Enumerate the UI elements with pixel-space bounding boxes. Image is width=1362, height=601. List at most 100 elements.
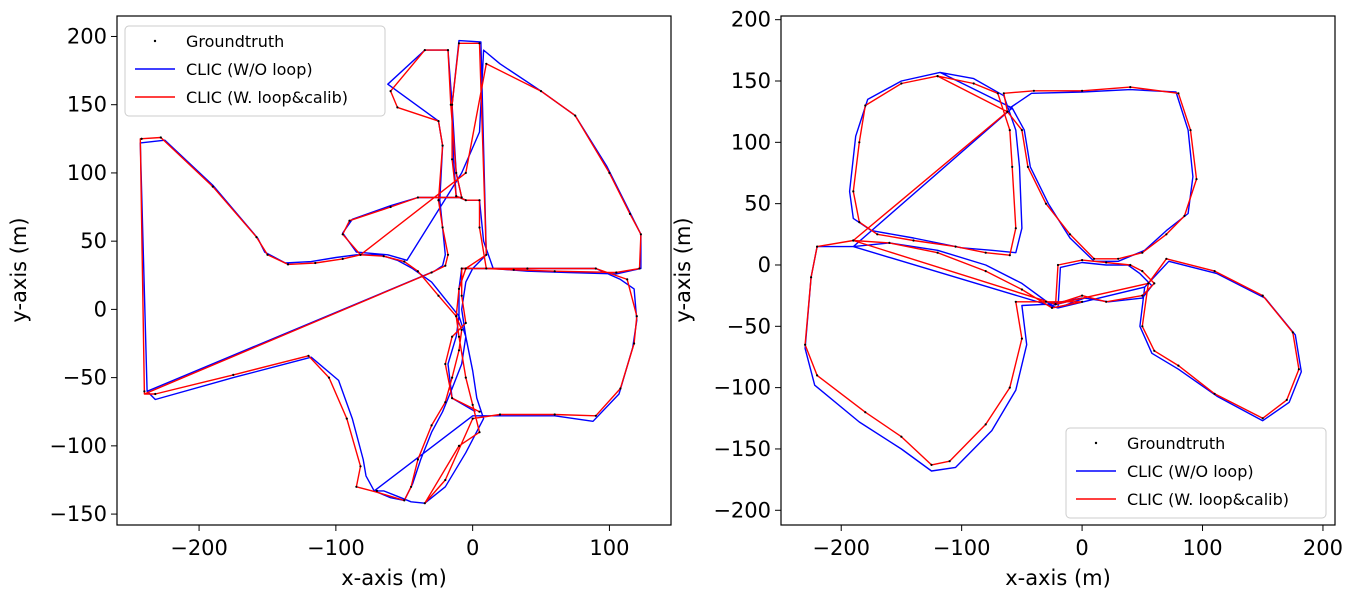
right-groundtruth-point-76: [1261, 294, 1264, 297]
right-groundtruth-point-69: [1153, 349, 1156, 352]
left-groundtruth-point-31: [140, 137, 143, 140]
left-groundtruth-point-38: [437, 120, 440, 123]
right-y-tick-label: −50: [727, 314, 771, 338]
left-groundtruth-point-83: [471, 417, 474, 420]
left-groundtruth-point-71: [478, 42, 481, 45]
left-groundtruth-point-4: [266, 253, 269, 256]
left-groundtruth-point-97: [444, 362, 447, 366]
left-y-tick-label: −150: [49, 502, 107, 526]
left-groundtruth-point-59: [638, 267, 641, 270]
right-x-tick-label: 0: [1075, 536, 1088, 560]
left-groundtruth-point-74: [457, 287, 461, 290]
left-plot-frame: [116, 15, 672, 526]
right-groundtruth-point-79: [1147, 282, 1150, 285]
right-legend-groundtruth: Groundtruth: [1127, 434, 1225, 453]
right-groundtruth-point-58: [1105, 300, 1108, 303]
left-groundtruth-point-70: [457, 42, 461, 45]
left-x-tick-label: 100: [589, 536, 629, 560]
left-y-tick-label: 200: [67, 24, 107, 48]
right-y-tick-label: 0: [758, 253, 771, 277]
right-groundtruth-point-78: [1165, 257, 1168, 260]
left-groundtruth-point-87: [619, 387, 622, 390]
right-groundtruth-point-8: [954, 245, 957, 248]
right-y-tick-label: 150: [731, 69, 771, 93]
right-groundtruth-point-47: [1014, 300, 1017, 303]
right-groundtruth-point-70: [1177, 364, 1180, 367]
right-x-axis-label: x-axis (m): [1005, 566, 1111, 590]
right-groundtruth-point-45: [1008, 386, 1011, 389]
left-groundtruth-point-73: [464, 267, 467, 270]
left-groundtruth-point-55: [574, 114, 577, 117]
right-y-axis-label: y-axis (m): [671, 217, 695, 322]
right-y-tick-label: −150: [713, 437, 771, 461]
left-y-tick-label: 100: [67, 161, 107, 185]
left-groundtruth-point-24: [359, 465, 362, 468]
right-groundtruth-point-9: [984, 251, 987, 254]
right-series-groundtruth: [804, 75, 1300, 466]
left-groundtruth-point-98: [451, 397, 454, 400]
left-groundtruth-point-61: [553, 270, 556, 273]
right-groundtruth-point-63: [1105, 261, 1108, 264]
left-groundtruth-point-53: [485, 62, 488, 65]
right-groundtruth-point-15: [972, 82, 975, 85]
right-y-tick-label: −200: [713, 498, 771, 522]
right-groundtruth-point-42: [930, 463, 933, 466]
right-groundtruth-point-3: [858, 141, 861, 144]
left-groundtruth-point-34: [446, 253, 450, 256]
right-groundtruth-point-31: [1044, 202, 1048, 205]
left-groundtruth-point-25: [345, 417, 348, 420]
left-groundtruth-point-63: [485, 267, 488, 270]
right-groundtruth-point-12: [1011, 165, 1014, 168]
left-groundtruth-point-47: [437, 199, 440, 202]
left-groundtruth-point-26: [327, 376, 331, 379]
left-legend-box: [124, 25, 386, 117]
left-groundtruth-point-20: [410, 485, 413, 488]
left-groundtruth-point-88: [633, 342, 636, 345]
left-groundtruth-point-11: [416, 270, 419, 273]
right-groundtruth-point-43: [948, 460, 951, 463]
right-x-tick-label: 200: [1303, 536, 1343, 560]
left-groundtruth-point-52: [464, 171, 467, 174]
left-groundtruth-point-58: [639, 233, 643, 236]
left-groundtruth-point-44: [455, 171, 458, 174]
right-groundtruth-point-77: [1213, 270, 1216, 273]
left-groundtruth-point-28: [232, 373, 235, 376]
left-groundtruth-point-79: [478, 431, 481, 434]
right-groundtruth-point-46: [1020, 337, 1024, 340]
right-y-tick-label: 50: [744, 192, 771, 216]
left-groundtruth-point-68: [451, 158, 454, 161]
left-x-tick-label: −200: [170, 536, 228, 560]
left-groundtruth-point-91: [594, 267, 597, 270]
right-groundtruth-point-40: [864, 411, 867, 414]
right-legend-box: [1065, 427, 1327, 519]
left-groundtruth-point-7: [341, 257, 344, 260]
left-legend-clic-loop-calib: CLIC (W. loop&calib): [186, 88, 348, 107]
left-groundtruth-point-39: [396, 106, 399, 109]
left-groundtruth-point-62: [512, 268, 515, 271]
right-groundtruth-point-6: [876, 233, 879, 236]
left-y-tick-label: −50: [63, 366, 107, 390]
left-groundtruth-point-37: [441, 144, 444, 147]
right-legend-groundtruth-marker: [1094, 441, 1098, 445]
left-groundtruth-point-33: [444, 264, 447, 267]
left-groundtruth-point-99: [478, 410, 481, 413]
left-groundtruth-point-50: [341, 233, 344, 236]
left-groundtruth-point-82: [444, 478, 447, 482]
right-groundtruth-point-72: [1261, 417, 1264, 420]
left-groundtruth-point-49: [348, 219, 351, 222]
right-groundtruth-point-38: [804, 343, 807, 346]
left-groundtruth-point-35: [441, 226, 444, 229]
right-groundtruth-point-22: [1177, 92, 1180, 95]
right-legend: Groundtruth CLIC (W/O loop) CLIC (W. loo…: [1065, 427, 1327, 519]
left-groundtruth-point-65: [478, 199, 481, 202]
left-legend-clic-wo-loop: CLIC (W/O loop): [186, 60, 313, 79]
right-groundtruth-point-59: [1141, 294, 1144, 297]
left-y-tick-label: −100: [49, 434, 107, 458]
right-groundtruth-point-37: [810, 276, 813, 279]
right-groundtruth-point-23: [1189, 129, 1192, 132]
left-groundtruth-point-3: [255, 236, 258, 239]
right-legend-clic-loop-calib: CLIC (W. loop&calib): [1127, 490, 1289, 509]
left-groundtruth-point-54: [539, 90, 543, 93]
left-trajectory-plot: −200 −100 0 100 −150 −100 −50 0 50 100 150 200 x-ax…: [7, 15, 672, 590]
